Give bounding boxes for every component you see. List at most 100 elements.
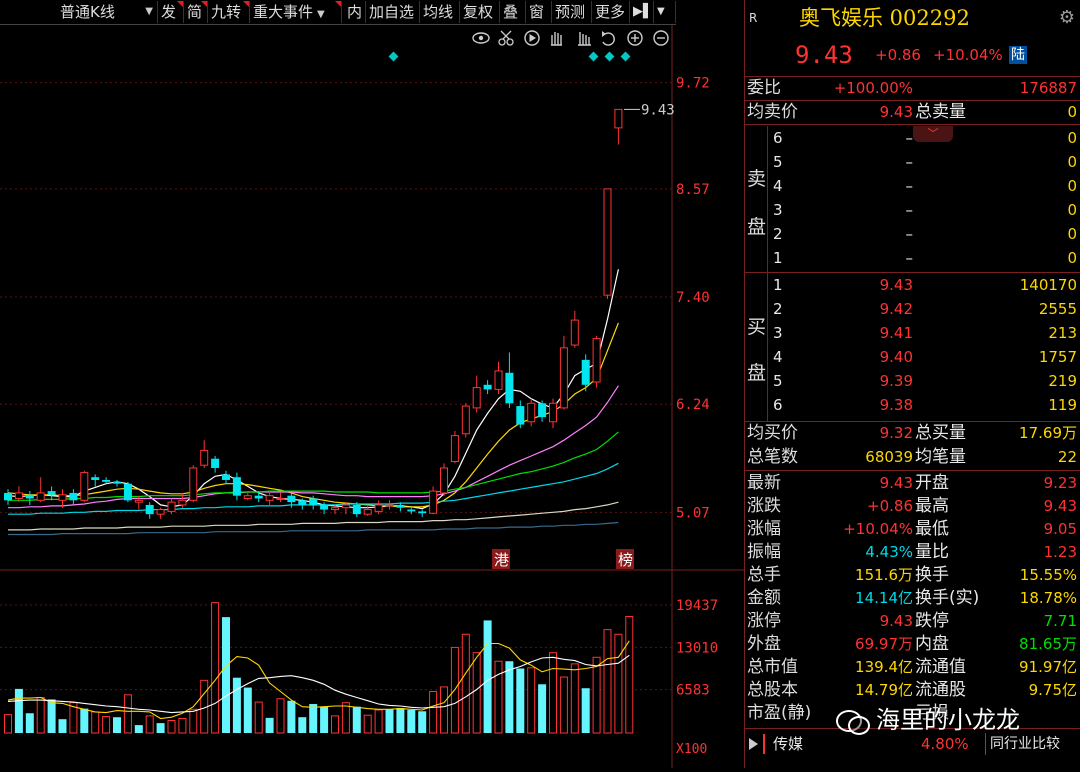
sell-level-row[interactable]: 2 – 0 <box>745 223 1080 246</box>
hand-pointer-icon[interactable] <box>578 32 591 46</box>
window-button[interactable]: 窗 <box>526 1 552 23</box>
candle[interactable] <box>189 465 198 503</box>
candle[interactable] <box>134 495 143 510</box>
candle[interactable] <box>69 489 78 505</box>
add-watchlist-button[interactable]: 加自选 <box>366 1 420 23</box>
sell-level-row[interactable]: 6 – 0 <box>745 127 1080 150</box>
undo-icon[interactable] <box>602 31 615 46</box>
event-diamond-icon[interactable] <box>604 51 615 62</box>
event-diamond-icon[interactable] <box>388 51 399 62</box>
candle[interactable] <box>505 352 514 408</box>
candle[interactable] <box>91 474 100 487</box>
candle[interactable] <box>440 463 448 496</box>
candle[interactable] <box>538 400 547 422</box>
industry-compare-button[interactable]: 同行业比较 <box>985 733 1064 755</box>
candle[interactable] <box>494 361 503 395</box>
candle[interactable] <box>232 472 241 501</box>
toolbar-fa-button[interactable]: 发 <box>158 1 184 23</box>
candle[interactable] <box>341 502 350 515</box>
candle[interactable] <box>156 507 165 519</box>
candle[interactable] <box>527 398 536 427</box>
toolbar-dropdown-button[interactable]: ▼ <box>654 1 676 23</box>
candle[interactable] <box>298 498 307 510</box>
candle[interactable] <box>363 504 372 517</box>
ma-lines-button[interactable]: 均线 <box>420 1 460 23</box>
candle[interactable] <box>603 188 612 299</box>
candle[interactable] <box>374 500 383 515</box>
toolbar-nei-button[interactable]: 内 <box>344 1 366 23</box>
candle[interactable] <box>211 455 220 473</box>
candle[interactable] <box>461 403 470 438</box>
candle[interactable] <box>47 486 56 501</box>
buy-level-row[interactable]: 1 9.43 140170 <box>745 274 1080 297</box>
play-icon[interactable] <box>524 30 540 46</box>
candle[interactable] <box>145 502 154 519</box>
candle[interactable] <box>385 500 394 510</box>
sector-row[interactable]: 传媒 4.80% 同行业比较 <box>745 731 1080 757</box>
candle[interactable] <box>58 489 67 508</box>
overlay-button[interactable]: 叠 <box>500 1 526 23</box>
candle[interactable] <box>472 375 481 413</box>
candle[interactable] <box>200 440 209 468</box>
candle[interactable] <box>80 470 89 503</box>
sell-level-row[interactable]: 1 – 0 <box>745 247 1080 270</box>
candle[interactable] <box>396 502 405 512</box>
candle[interactable] <box>331 504 339 515</box>
candle[interactable] <box>36 477 45 503</box>
candle[interactable] <box>102 477 111 484</box>
candle[interactable] <box>549 398 557 429</box>
buy-level-row[interactable]: 6 9.38 119 <box>745 394 1080 417</box>
candle[interactable] <box>614 108 623 145</box>
candle[interactable] <box>592 335 601 388</box>
candle[interactable] <box>581 354 590 392</box>
kline-type-select[interactable]: 普通K线 ▼ <box>0 1 158 23</box>
candle[interactable] <box>483 380 492 395</box>
toolbar-jiuzhuan-button[interactable]: 九转 <box>208 1 250 23</box>
buy-level-row[interactable]: 3 9.41 213 <box>745 322 1080 345</box>
candle[interactable] <box>276 492 285 503</box>
eye-icon[interactable] <box>472 32 490 44</box>
toolbar-jian-button[interactable]: 简 <box>184 1 208 23</box>
play-arrow-icon[interactable] <box>749 738 758 750</box>
candle[interactable] <box>4 489 12 505</box>
buy-level-row[interactable]: 2 9.42 2555 <box>745 298 1080 321</box>
candle[interactable] <box>265 491 274 505</box>
sell-level-row[interactable]: 5 – 0 <box>745 151 1080 174</box>
candle[interactable] <box>287 492 296 508</box>
candle[interactable] <box>429 486 438 515</box>
hk-tag-marker[interactable] <box>492 549 510 569</box>
zoom-in-icon[interactable] <box>627 30 643 46</box>
kline-chart-area[interactable]: 9.72 8.57 7.40 6.24 5.07 9.43 港 榜 19437 13010… <box>0 25 744 768</box>
candle[interactable] <box>570 310 579 348</box>
toolbar-major-events-button[interactable]: 重大事件 ▼ <box>250 1 342 23</box>
candle[interactable] <box>113 479 121 487</box>
candle[interactable] <box>450 431 459 464</box>
candle[interactable] <box>167 498 176 515</box>
forecast-button[interactable]: 预测 <box>552 1 592 23</box>
candle[interactable] <box>123 481 132 503</box>
hand-icon[interactable] <box>551 32 562 46</box>
candle[interactable] <box>243 491 252 501</box>
adjust-rights-button[interactable]: 复权 <box>460 1 500 23</box>
candle[interactable] <box>14 486 23 503</box>
expand-panel-button[interactable]: ▶▌ <box>630 1 654 23</box>
gear-icon[interactable]: ⚙ <box>1058 7 1075 28</box>
candle[interactable] <box>309 495 318 510</box>
candle[interactable] <box>320 502 329 515</box>
more-button[interactable]: 更多 <box>592 1 630 23</box>
event-diamond-icon[interactable] <box>588 51 599 62</box>
buy-level-row[interactable]: 4 9.40 1757 <box>745 346 1080 369</box>
candle[interactable] <box>407 505 416 515</box>
kline-chart[interactable]: 9.72 8.57 7.40 6.24 5.07 9.43 港 榜 19437 13010… <box>0 25 744 768</box>
candle[interactable] <box>178 492 187 508</box>
scissors-icon[interactable] <box>498 30 514 46</box>
candle[interactable] <box>352 502 361 517</box>
candle[interactable] <box>25 491 34 505</box>
event-diamond-icon[interactable] <box>620 51 631 62</box>
candle[interactable] <box>254 491 263 503</box>
zoom-out-icon[interactable] <box>653 30 669 46</box>
buy-level-row[interactable]: 5 9.39 219 <box>745 370 1080 393</box>
candle[interactable] <box>559 335 568 410</box>
sell-level-row[interactable]: 3 – 0 <box>745 199 1080 222</box>
candle[interactable] <box>516 400 525 429</box>
